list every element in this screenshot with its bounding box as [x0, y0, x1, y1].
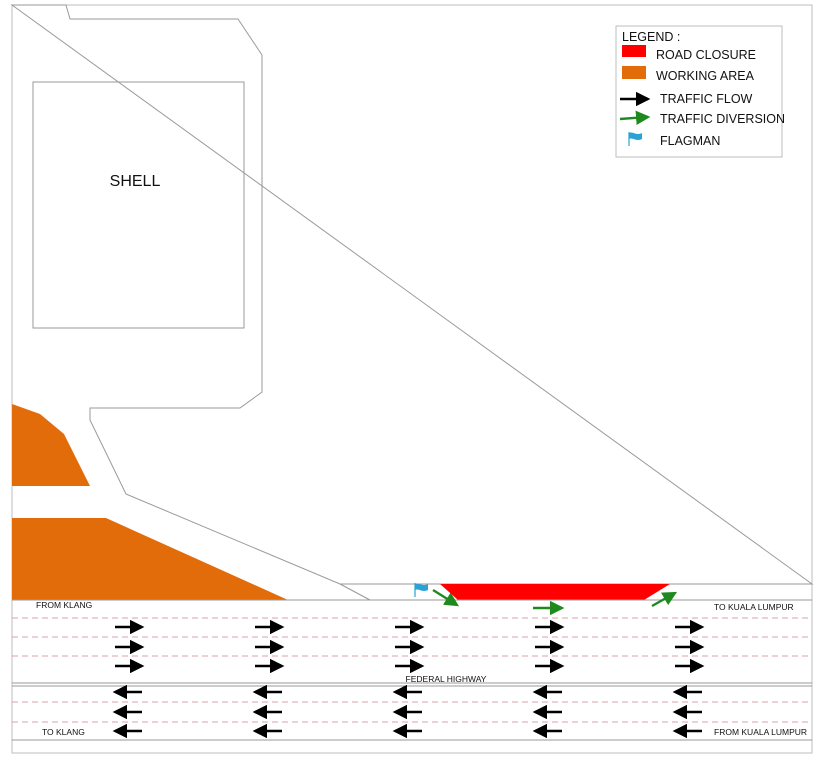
- legend-traffic-diversion-label: TRAFFIC DIVERSION: [660, 112, 785, 126]
- legend-road-closure-label: ROAD CLOSURE: [656, 48, 756, 62]
- working-area-lower: [12, 518, 288, 600]
- working-area-upper: [12, 404, 90, 486]
- flagman-flag-icon: [414, 583, 428, 597]
- from-klang-label: FROM KLANG: [36, 600, 92, 610]
- road-closure-swatch: [622, 45, 646, 57]
- federal-highway-label: FEDERAL HIGHWAY: [406, 674, 487, 684]
- legend-title: LEGEND :: [622, 30, 680, 44]
- flag-icon: [628, 132, 642, 146]
- site-access-edge: [339, 583, 371, 601]
- diversion-arrow-out: [651, 591, 678, 608]
- legend: LEGEND : ROAD CLOSURE WORKING AREA TRAFF…: [615, 25, 785, 158]
- diversion-arrow-in: [432, 588, 460, 607]
- to-klang-label: TO KLANG: [42, 727, 85, 737]
- legend-working-area-label: WORKING AREA: [656, 69, 755, 83]
- drawing-border: [11, 4, 813, 754]
- traffic-diversion-arrows: [432, 588, 678, 616]
- working-area-swatch: [622, 66, 646, 79]
- legend-traffic-flow-label: TRAFFIC FLOW: [660, 92, 753, 106]
- legend-flagman-label: FLAGMAN: [660, 134, 720, 148]
- to-kuala-lumpur-label: TO KUALA LUMPUR: [714, 602, 794, 612]
- shell-building: [32, 81, 245, 329]
- lane-dividers: [12, 617, 812, 723]
- green-arrow-icon: [619, 110, 651, 126]
- traffic-flow-arrows: [112, 619, 705, 739]
- shell-building-label: SHELL: [110, 173, 161, 190]
- road-closure-area: [440, 584, 670, 600]
- from-kuala-lumpur-label: FROM KUALA LUMPUR: [714, 727, 807, 737]
